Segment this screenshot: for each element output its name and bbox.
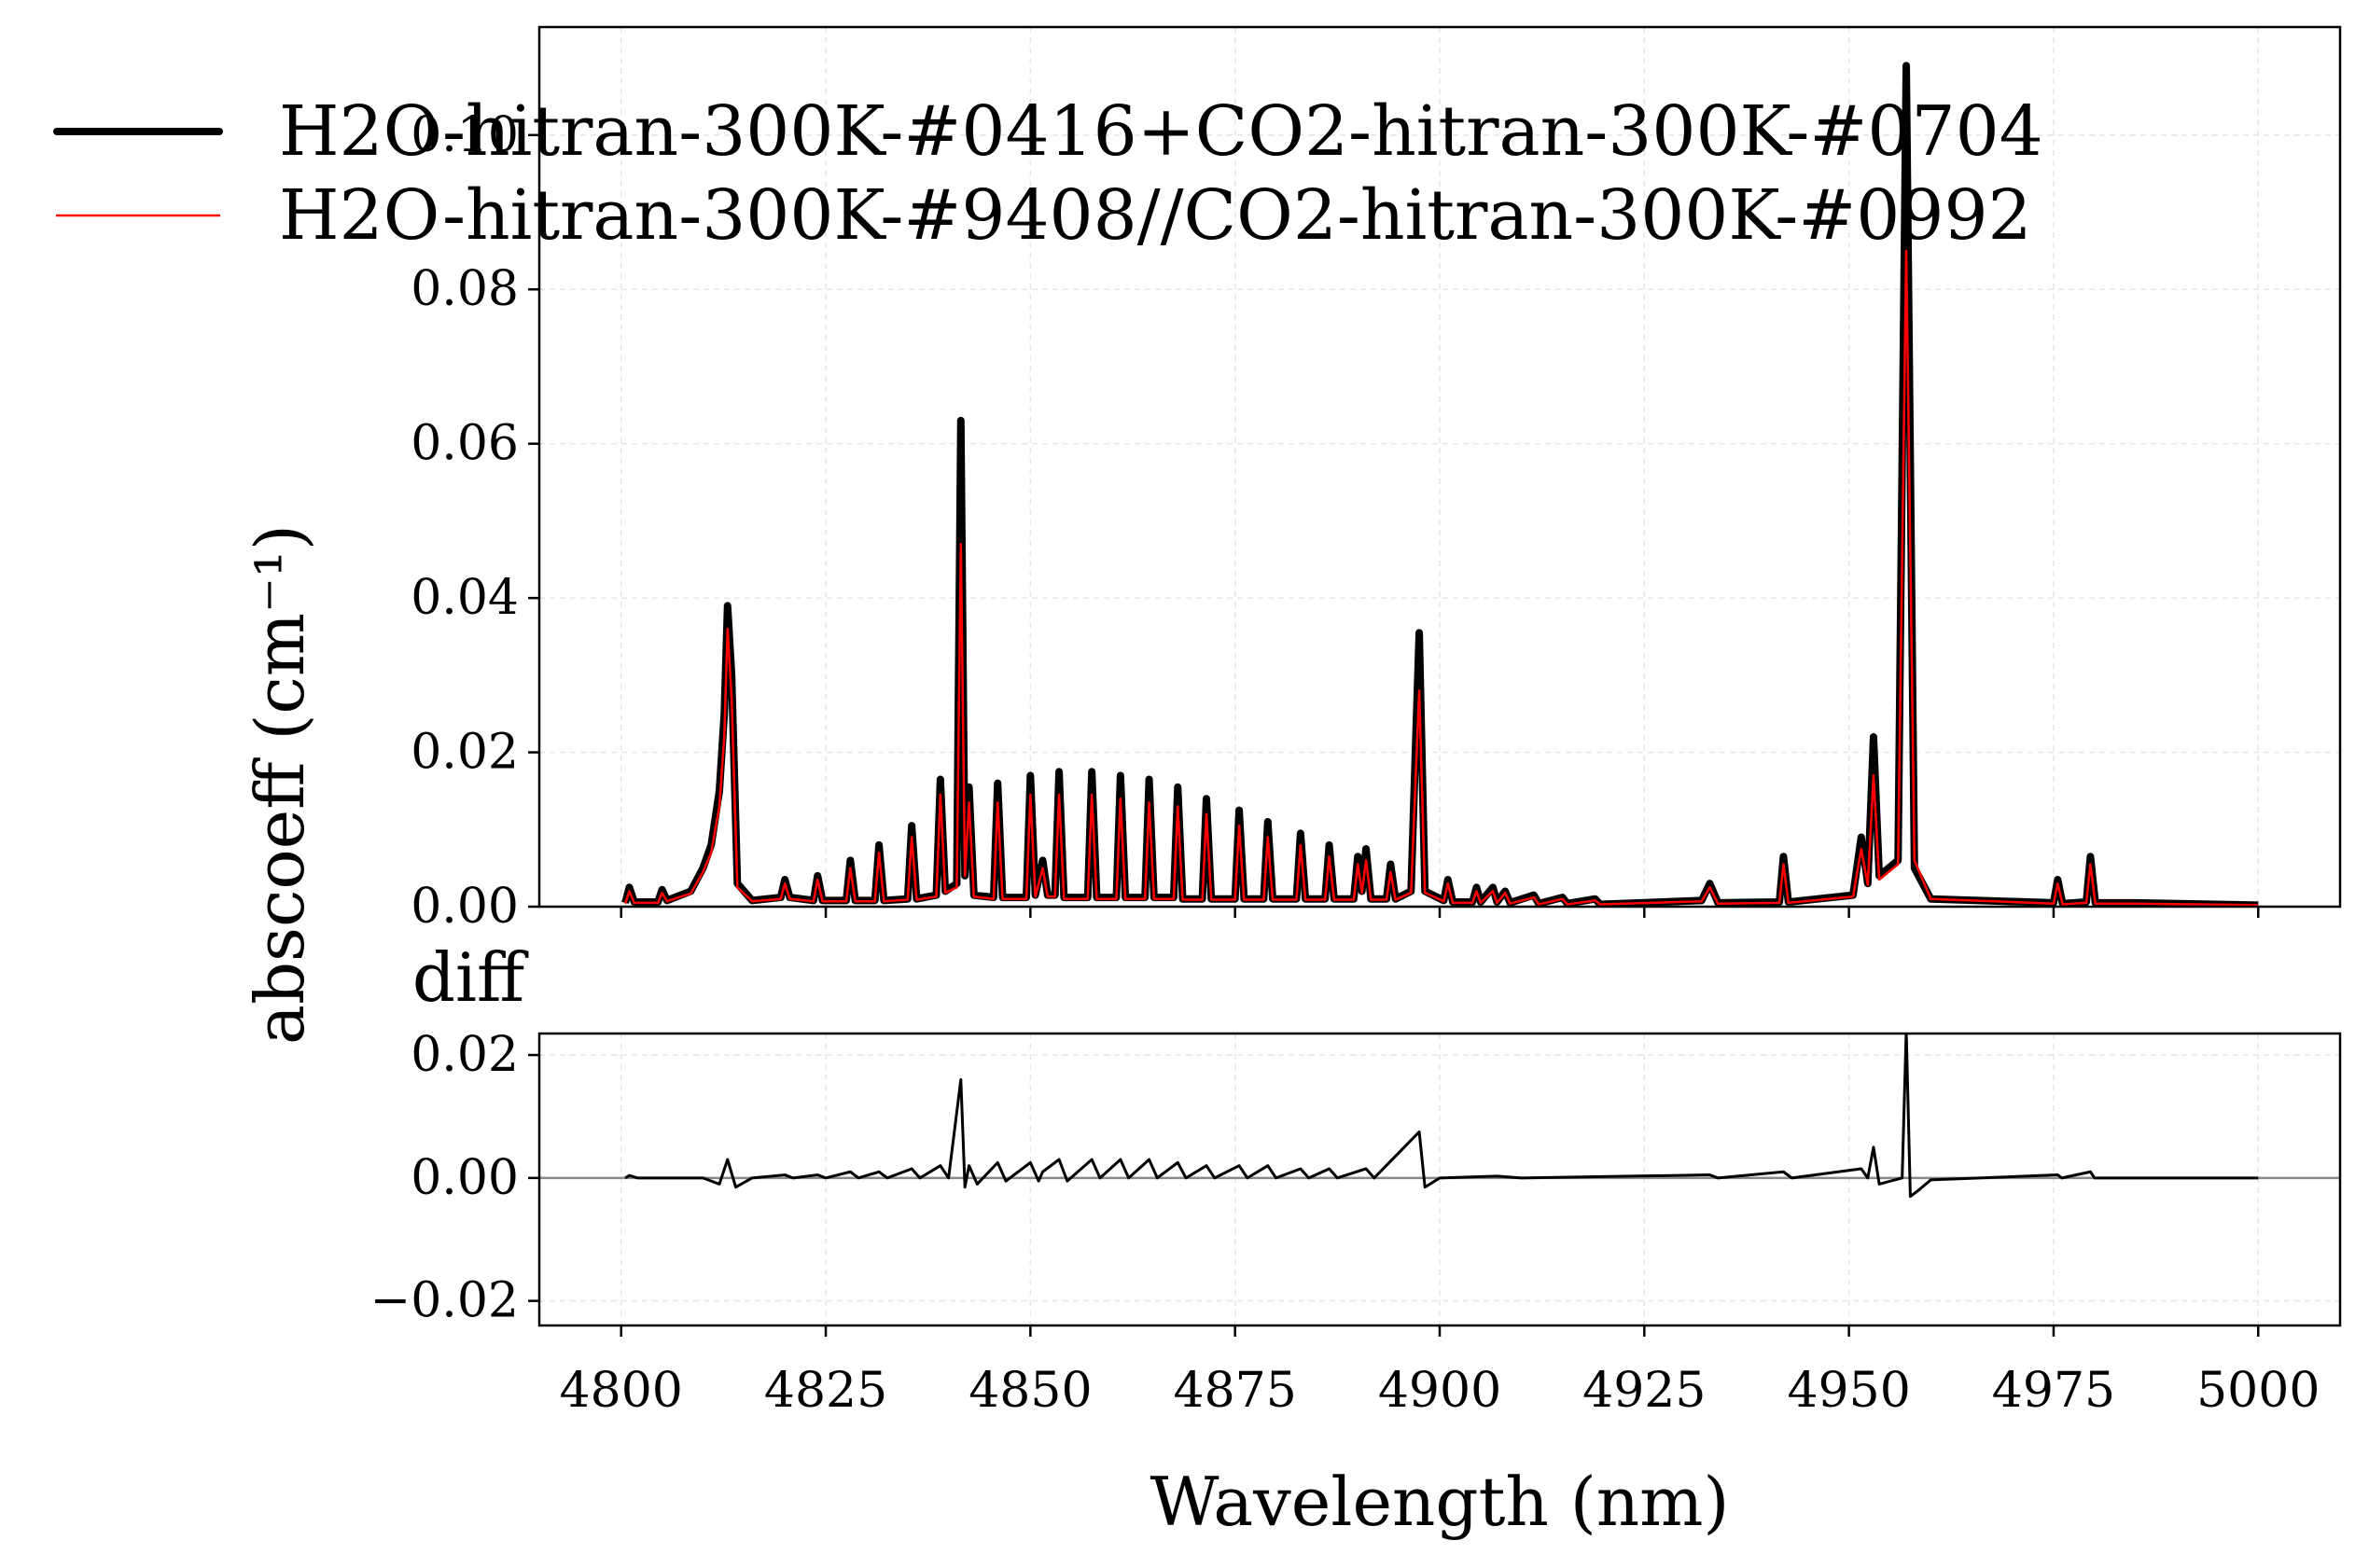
subplot-title: diff — [412, 938, 529, 1017]
y-tick-label: −0.02 — [370, 1273, 519, 1329]
x-tick-label: 4875 — [1174, 1363, 1297, 1419]
data-line — [624, 1034, 2259, 1199]
plot-area — [624, 1034, 2259, 1199]
x-axis-label: Wavelength (nm) — [1150, 1463, 1729, 1541]
y-tick-label: 0.04 — [411, 570, 519, 626]
x-tick-label: 4825 — [764, 1363, 887, 1419]
x-tick-label: 4975 — [1992, 1363, 2115, 1419]
y-tick-label: 0.02 — [411, 1027, 519, 1083]
x-tick-label: 5000 — [2196, 1363, 2320, 1419]
x-tick-label: 4950 — [1787, 1363, 1910, 1419]
x-tick-label: 4925 — [1582, 1363, 1706, 1419]
legend-label: H2O-hitran-300K-#9408//CO2-hitran-300K-#… — [279, 175, 2032, 256]
legend-label: H2O-hitran-300K-#0416+CO2-hitran-300K-#0… — [279, 91, 2043, 172]
y-tick-label: 0.00 — [411, 1150, 519, 1206]
x-tick-label: 4800 — [560, 1363, 683, 1419]
y-tick-label: 0.06 — [411, 416, 519, 472]
y-tick-label: 0.10 — [411, 107, 519, 163]
y-tick-label: 0.00 — [411, 879, 519, 935]
y-tick-label: 0.02 — [411, 725, 519, 781]
y-axis-label: abscoeff (cm⁻¹) — [241, 524, 319, 1045]
data-line — [623, 249, 2259, 907]
x-tick-label: 4850 — [968, 1363, 1092, 1419]
x-tick-label: 4900 — [1378, 1363, 1501, 1419]
y-tick-label: 0.08 — [411, 261, 519, 317]
plot-area — [621, 62, 2259, 907]
